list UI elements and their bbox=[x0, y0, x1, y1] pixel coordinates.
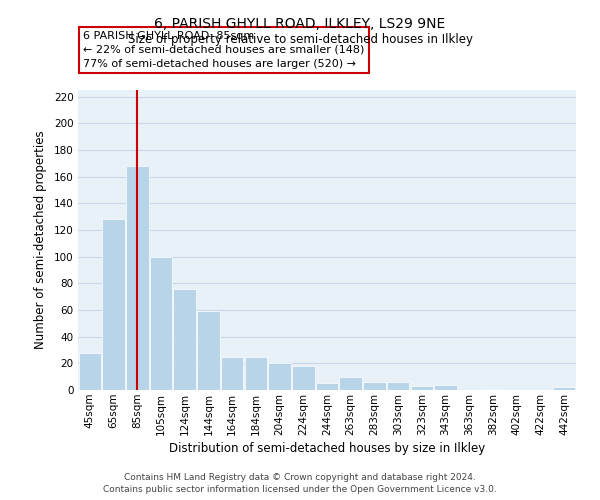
Text: 6 PARISH GHYLL ROAD: 85sqm
← 22% of semi-detached houses are smaller (148)
77% o: 6 PARISH GHYLL ROAD: 85sqm ← 22% of semi… bbox=[83, 31, 364, 69]
Bar bbox=[268, 364, 291, 390]
Bar bbox=[79, 352, 101, 390]
Bar bbox=[316, 384, 338, 390]
Text: Contains HM Land Registry data © Crown copyright and database right 2024.: Contains HM Land Registry data © Crown c… bbox=[124, 472, 476, 482]
Bar bbox=[103, 220, 125, 390]
Bar bbox=[292, 366, 314, 390]
Bar bbox=[150, 256, 172, 390]
Text: 6, PARISH GHYLL ROAD, ILKLEY, LS29 9NE: 6, PARISH GHYLL ROAD, ILKLEY, LS29 9NE bbox=[154, 18, 446, 32]
Bar bbox=[197, 312, 220, 390]
Bar bbox=[363, 382, 386, 390]
Text: Size of property relative to semi-detached houses in Ilkley: Size of property relative to semi-detach… bbox=[128, 32, 473, 46]
Bar bbox=[410, 386, 433, 390]
Bar bbox=[126, 166, 149, 390]
Bar bbox=[173, 288, 196, 390]
Text: Contains public sector information licensed under the Open Government Licence v3: Contains public sector information licen… bbox=[103, 485, 497, 494]
X-axis label: Distribution of semi-detached houses by size in Ilkley: Distribution of semi-detached houses by … bbox=[169, 442, 485, 455]
Bar bbox=[245, 356, 267, 390]
Bar bbox=[553, 388, 575, 390]
Bar bbox=[434, 384, 457, 390]
Bar bbox=[387, 382, 409, 390]
Y-axis label: Number of semi-detached properties: Number of semi-detached properties bbox=[34, 130, 47, 350]
Bar bbox=[340, 376, 362, 390]
Bar bbox=[221, 356, 244, 390]
Bar bbox=[482, 388, 504, 390]
